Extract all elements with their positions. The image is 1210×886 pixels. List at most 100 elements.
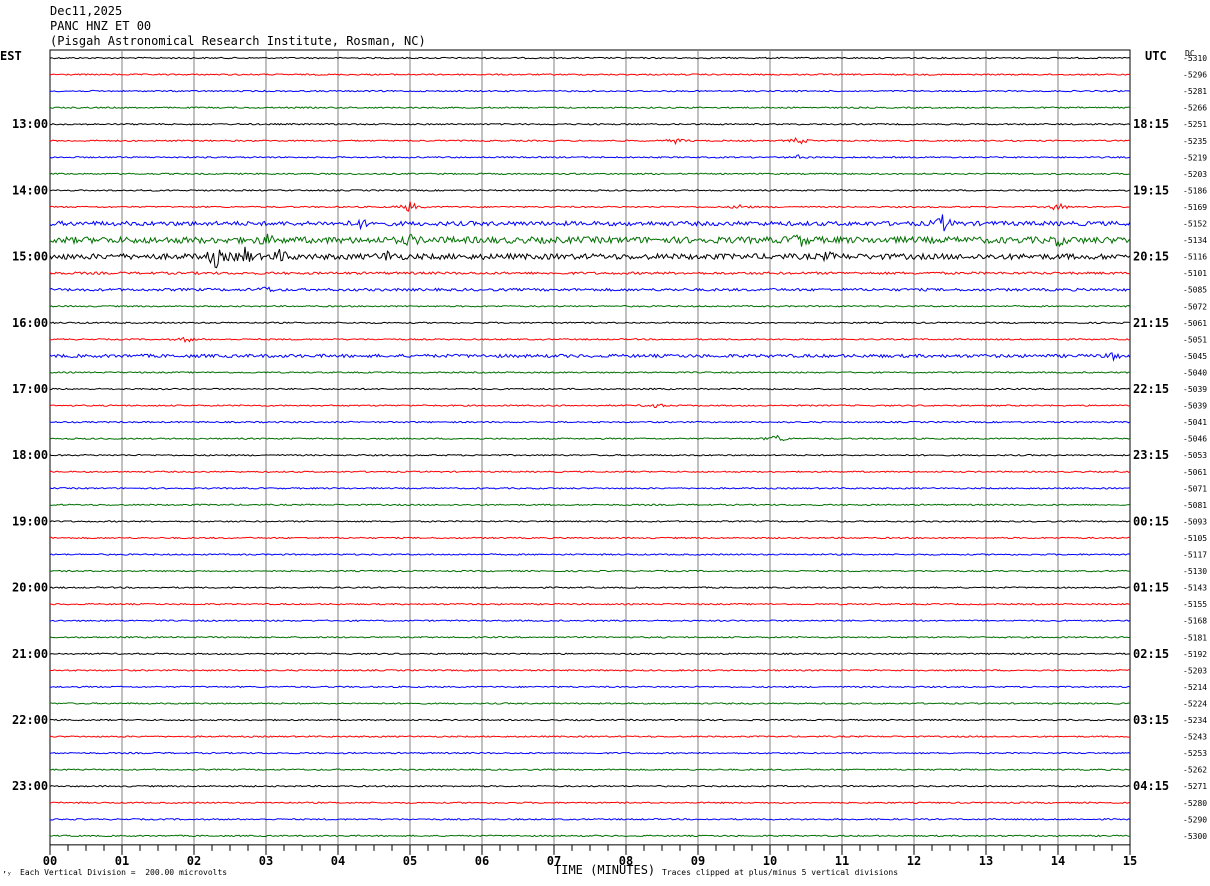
trace-row-20 xyxy=(49,387,1131,391)
dc-value-label: -5168 xyxy=(1183,617,1207,626)
dc-value-label: -5155 xyxy=(1183,600,1207,609)
x-axis-title: TIME (MINUTES) xyxy=(554,863,656,877)
trace-row-41 xyxy=(49,735,1131,738)
dc-value-label: -5071 xyxy=(1183,484,1207,493)
dc-value-label: -5130 xyxy=(1183,567,1207,576)
trace-row-6 xyxy=(49,154,1131,159)
trace-row-18 xyxy=(49,352,1131,363)
dc-value-label: -5214 xyxy=(1183,683,1207,692)
left-time-label: 22:00 xyxy=(12,713,48,727)
x-tick-label: 12 xyxy=(907,854,921,868)
trace-row-24 xyxy=(49,453,1131,457)
right-time-label: 20:15 xyxy=(1133,250,1169,264)
trace-row-22 xyxy=(49,420,1131,424)
dc-value-label: -5271 xyxy=(1183,782,1207,791)
dc-value-label: -5046 xyxy=(1183,435,1207,444)
right-time-label: 23:15 xyxy=(1133,448,1169,462)
left-time-label: 20:00 xyxy=(12,581,48,595)
dc-value-label: -5262 xyxy=(1183,766,1207,775)
trace-row-33 xyxy=(50,602,1131,606)
x-tick-label: 00 xyxy=(43,854,57,868)
dc-value-label: -5072 xyxy=(1183,302,1207,311)
dc-value-label: -5040 xyxy=(1183,368,1207,377)
x-tick-label: 10 xyxy=(763,854,777,868)
trace-row-19 xyxy=(49,371,1131,374)
dc-value-label: -5041 xyxy=(1183,418,1207,427)
trace-row-21 xyxy=(49,403,1131,409)
dc-value-label: -5152 xyxy=(1183,220,1207,229)
dc-value-label: -5105 xyxy=(1183,534,1207,543)
trace-row-23 xyxy=(49,434,1131,442)
trace-row-32 xyxy=(49,586,1131,589)
right-time-label: 02:15 xyxy=(1133,647,1169,661)
trace-row-36 xyxy=(49,652,1131,656)
dc-value-label: -5290 xyxy=(1183,815,1207,824)
clip-note: Traces clipped at plus/minus 5 vertical … xyxy=(662,868,899,877)
dc-value-label: -5061 xyxy=(1183,468,1207,477)
trace-row-9 xyxy=(49,201,1131,212)
dc-value-label: -5117 xyxy=(1183,551,1207,560)
trace-row-0 xyxy=(49,56,1131,60)
dc-value-label: -5224 xyxy=(1183,699,1207,708)
station-location: (Pisgah Astronomical Research Institute,… xyxy=(50,34,426,48)
x-tick-label: 11 xyxy=(835,854,849,868)
left-time-label: 16:00 xyxy=(12,316,48,330)
dc-value-label: -5045 xyxy=(1183,352,1207,361)
dc-value-label: -5051 xyxy=(1183,335,1207,344)
right-time-label: 03:15 xyxy=(1133,713,1169,727)
dc-value-label: -5081 xyxy=(1183,501,1207,510)
trace-row-37 xyxy=(49,669,1131,672)
trace-row-35 xyxy=(49,635,1131,639)
trace-row-31 xyxy=(49,569,1131,573)
dc-value-label: -5203 xyxy=(1183,170,1207,179)
right-time-label: 04:15 xyxy=(1133,779,1169,793)
trace-row-14 xyxy=(49,286,1131,293)
trace-row-7 xyxy=(49,172,1131,176)
right-time-label: 19:15 xyxy=(1133,183,1169,197)
trace-row-40 xyxy=(49,718,1131,722)
right-timezone-label: UTC xyxy=(1145,49,1167,63)
x-tick-label: 08 xyxy=(619,854,633,868)
dc-value-label: -5310 xyxy=(1183,54,1207,63)
x-tick-label: 15 xyxy=(1123,854,1137,868)
trace-row-38 xyxy=(49,685,1131,689)
dc-value-label: -5296 xyxy=(1183,71,1207,80)
dc-column-header: DC xyxy=(1185,49,1195,58)
dc-value-label: -5085 xyxy=(1183,286,1207,295)
trace-row-26 xyxy=(49,486,1131,490)
x-tick-label: 03 xyxy=(259,854,273,868)
trace-row-47 xyxy=(49,834,1131,838)
dc-value-label: -5300 xyxy=(1183,832,1207,841)
trace-row-11 xyxy=(49,233,1131,248)
trace-row-29 xyxy=(49,536,1131,540)
trace-row-2 xyxy=(49,89,1131,93)
dc-value-label: -5181 xyxy=(1183,633,1207,642)
trace-row-8 xyxy=(49,189,1131,192)
trace-row-16 xyxy=(49,321,1131,325)
x-tick-label: 13 xyxy=(979,854,993,868)
dc-value-label: -5192 xyxy=(1183,650,1207,659)
dc-value-label: -5243 xyxy=(1183,733,1207,742)
x-tick-label: 01 xyxy=(115,854,129,868)
left-time-label: 14:00 xyxy=(12,183,48,197)
x-tick-label: 05 xyxy=(403,854,417,868)
x-tick-label: 04 xyxy=(331,854,345,868)
dc-value-label: -5253 xyxy=(1183,749,1207,758)
trace-row-28 xyxy=(49,520,1131,523)
left-time-label: 13:00 xyxy=(12,117,48,131)
trace-row-44 xyxy=(49,784,1131,788)
dc-value-label: -5169 xyxy=(1183,203,1207,212)
dc-value-label: -5134 xyxy=(1183,236,1207,245)
dc-value-label: -5039 xyxy=(1183,402,1207,411)
x-tick-label: 09 xyxy=(691,854,705,868)
right-time-label: 21:15 xyxy=(1133,316,1169,330)
dc-value-label: -5116 xyxy=(1183,253,1207,262)
trace-row-12 xyxy=(49,246,1131,269)
trace-row-3 xyxy=(49,106,1131,109)
trace-row-27 xyxy=(49,503,1131,507)
dc-value-label: -5266 xyxy=(1183,104,1207,113)
right-time-label: 22:15 xyxy=(1133,382,1169,396)
trace-row-45 xyxy=(49,801,1131,805)
left-time-label: 19:00 xyxy=(12,514,48,528)
